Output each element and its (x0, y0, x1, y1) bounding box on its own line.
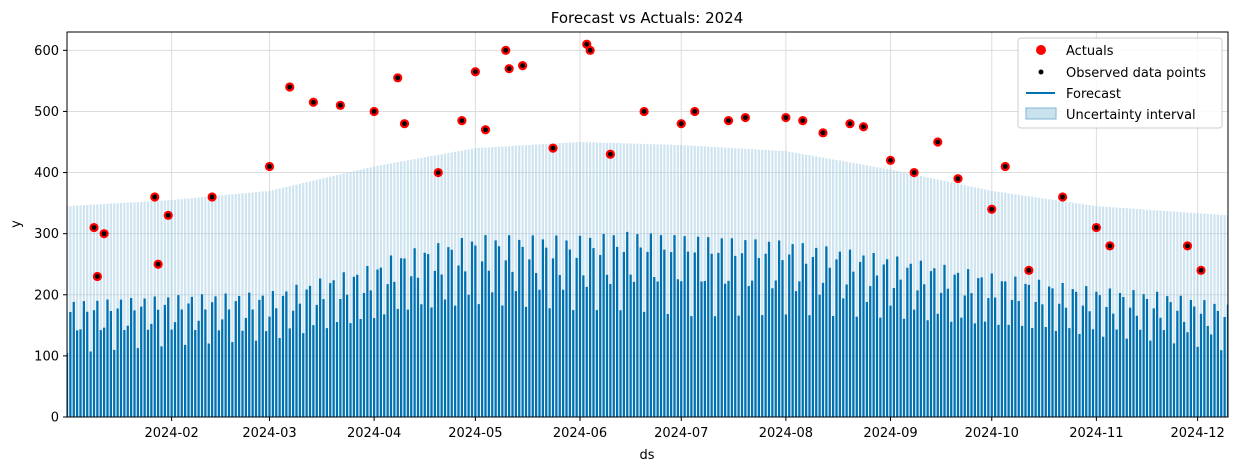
legend-observed-swatch (1038, 69, 1044, 75)
observed-point (726, 118, 731, 124)
observed-point (1198, 267, 1204, 273)
observed-point (955, 176, 961, 182)
x-tick-label: 2024-05 (448, 426, 502, 441)
x-tick-label: 2024-04 (347, 426, 401, 441)
observed-point (371, 109, 377, 114)
observed-point (1093, 225, 1099, 230)
plot-frame (66, 31, 1229, 418)
observed-point (607, 151, 613, 157)
observed-point (678, 121, 684, 127)
observed-point (989, 206, 995, 212)
x-tick-label: 2024-06 (553, 426, 607, 441)
observed-point (641, 109, 647, 114)
y-tick-label: 500 (34, 105, 59, 120)
observed-point (742, 115, 748, 120)
observed-point (483, 127, 488, 133)
observed-point (165, 212, 171, 218)
x-axis-label: ds (639, 448, 654, 463)
observed-point (91, 225, 97, 230)
y-tick-label: 100 (34, 349, 59, 364)
observed-point (267, 164, 272, 169)
observed-point (1026, 267, 1032, 273)
observed-point (395, 75, 401, 81)
y-axis: 0 100 200 300 400 500 600 (34, 44, 67, 426)
observed-point (459, 118, 465, 124)
observed-point (820, 130, 826, 136)
y-tick-label: 600 (34, 44, 59, 59)
legend-label-actuals: Actuals (1066, 44, 1114, 59)
observed-point (861, 124, 866, 130)
observed-point (152, 194, 158, 200)
observed-point (584, 41, 590, 47)
x-tick-label: 2024-09 (863, 426, 917, 441)
x-tick-label: 2024-10 (965, 426, 1019, 441)
y-tick-label: 300 (34, 227, 59, 242)
observed-point (155, 261, 161, 267)
legend-box (1017, 37, 1223, 129)
observed-point (435, 170, 441, 175)
observed-point (472, 69, 478, 75)
observed-point (911, 170, 917, 175)
x-tick-label: 2024-02 (144, 426, 198, 441)
observed-point (503, 47, 509, 53)
observed-point (506, 66, 512, 72)
legend: Actuals Observed data points Forecast Un… (1017, 37, 1223, 129)
legend-label-forecast: Forecast (1066, 87, 1121, 102)
observed-point (94, 274, 100, 279)
legend-actuals-swatch (1036, 45, 1046, 55)
legend-label-uncertainty: Uncertainty interval (1066, 108, 1196, 123)
observed-point (287, 84, 293, 90)
x-tick-label: 2024-11 (1069, 426, 1123, 441)
x-tick-label: 2024-03 (242, 426, 296, 441)
observed-point (310, 99, 316, 105)
observed-point (101, 231, 107, 237)
observed-point (847, 121, 853, 127)
observed-point (800, 118, 806, 124)
observed-point (550, 145, 556, 151)
x-tick-label: 2024-07 (654, 426, 708, 441)
y-axis-label: y (9, 220, 24, 228)
y-tick-label: 0 (51, 411, 59, 426)
observed-point (1107, 243, 1113, 249)
legend-label-observed: Observed data points (1066, 66, 1206, 81)
legend-uncertainty-swatch (1025, 107, 1057, 120)
observed-point (1060, 194, 1066, 200)
y-tick-label: 400 (34, 166, 59, 181)
x-axis: 2024-02 2024-03 2024-04 2024-05 2024-06 2024-… (144, 417, 1225, 441)
y-tick-label: 200 (34, 288, 59, 303)
observed-point (888, 157, 893, 163)
observed-point (337, 102, 343, 108)
forecast-series (67, 231, 1228, 417)
observed-point (520, 63, 526, 69)
x-tick-label: 2024-12 (1170, 426, 1224, 441)
chart-title: Forecast vs Actuals: 2024 (551, 9, 744, 27)
actuals-series (89, 39, 1206, 282)
observed-point (692, 109, 698, 114)
observed-point (587, 47, 593, 53)
observed-point (1002, 164, 1008, 169)
observed-point (209, 194, 215, 200)
observed-point (402, 121, 407, 127)
observed-point (783, 115, 789, 120)
observed-point (1185, 243, 1190, 249)
observed-point (935, 139, 941, 145)
x-tick-label: 2024-08 (759, 426, 813, 441)
